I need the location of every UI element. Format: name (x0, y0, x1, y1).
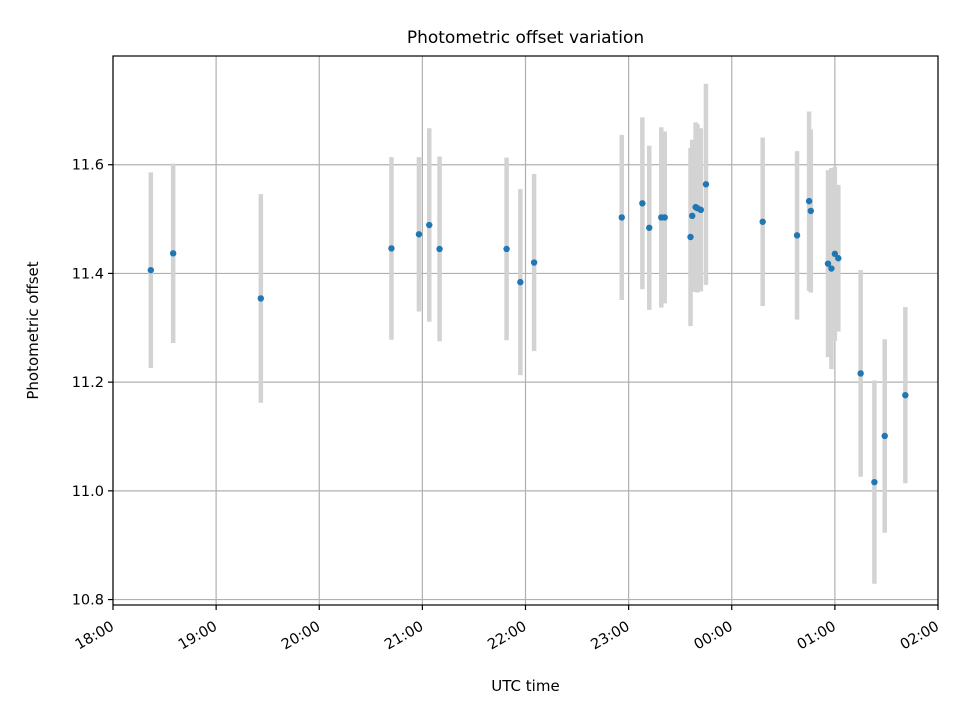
data-point (415, 231, 423, 238)
data-point (793, 232, 801, 239)
data-points (147, 181, 909, 486)
y-tick-label: 11.0 (72, 484, 104, 500)
data-point (687, 233, 694, 241)
data-point (169, 250, 177, 257)
data-point (824, 260, 832, 267)
data-point (257, 295, 265, 302)
data-point (857, 370, 864, 377)
data-point (689, 212, 696, 220)
data-point (517, 278, 524, 286)
data-point (759, 218, 766, 225)
data-point (831, 250, 839, 258)
y-tick-label: 11.4 (72, 266, 104, 282)
grid (112, 56, 939, 605)
data-point (835, 255, 842, 262)
y-tick-label: 11.6 (72, 158, 104, 174)
data-point (702, 181, 710, 188)
data-point (807, 207, 815, 215)
x-axis-label: UTC time (491, 677, 559, 695)
data-point (871, 478, 878, 486)
data-point (828, 265, 835, 272)
data-point (436, 245, 443, 253)
data-point (618, 214, 625, 221)
data-point (661, 214, 668, 221)
data-point (881, 432, 888, 440)
data-point (697, 206, 705, 214)
y-tick-label: 11.2 (72, 375, 104, 391)
y-axis-label: Photometric offset (24, 261, 42, 399)
data-point (147, 266, 155, 274)
data-point (646, 224, 653, 231)
data-point (639, 200, 646, 207)
data-point (503, 245, 510, 253)
data-point (805, 197, 813, 205)
data-point (530, 259, 538, 266)
data-point (388, 245, 395, 252)
chart-title: Photometric offset variation (407, 28, 644, 48)
y-tick-label: 10.8 (72, 593, 104, 609)
data-point (426, 221, 433, 229)
data-point (902, 391, 909, 399)
